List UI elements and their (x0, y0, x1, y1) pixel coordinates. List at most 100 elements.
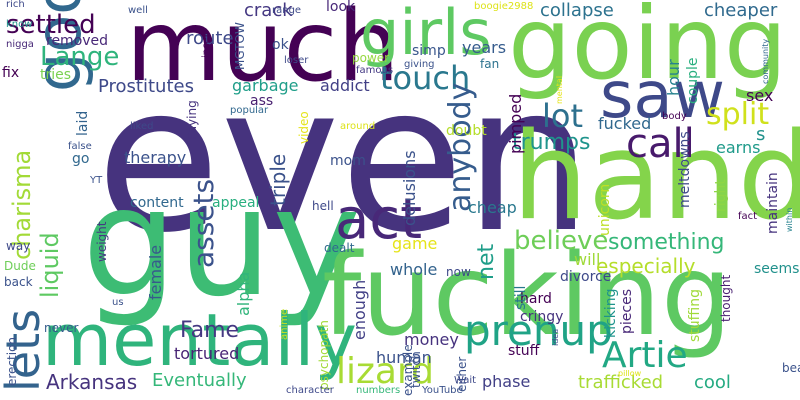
word: stuff (508, 343, 540, 359)
word: appeal (212, 195, 260, 211)
word: way (6, 239, 31, 253)
word: believe (514, 226, 609, 256)
word: girls (360, 0, 492, 69)
word: couple (685, 57, 701, 104)
word: something (608, 230, 725, 255)
word: Fame (180, 318, 240, 343)
word: twitch (409, 351, 423, 388)
word: numbers (356, 385, 401, 396)
word: giving (404, 59, 435, 70)
word: right (713, 179, 729, 212)
word: doubt (446, 123, 487, 139)
word: settled (6, 10, 96, 40)
word: act (335, 187, 423, 252)
word: human (376, 348, 432, 367)
word: guy (82, 156, 362, 330)
word: garbage (232, 76, 299, 95)
word: crack (244, 0, 293, 21)
word: power (352, 51, 390, 65)
word: pimped (506, 93, 525, 154)
word: famous (356, 65, 394, 76)
word: erection (5, 336, 19, 386)
word: false (68, 141, 92, 152)
word: pieces (619, 289, 635, 334)
word: lot (542, 97, 584, 135)
word: lizard (336, 351, 434, 392)
word: idea (551, 328, 560, 346)
word: route (186, 28, 234, 49)
word: know (6, 19, 33, 30)
word: liquid (36, 232, 64, 298)
word: cheaper (704, 0, 778, 21)
word: within (785, 207, 794, 232)
word: earns (716, 138, 761, 157)
word: prenup (464, 306, 613, 355)
word: fucking (322, 231, 733, 361)
word: look (326, 0, 356, 15)
word: YouTube (422, 385, 463, 396)
word: triple (266, 153, 290, 206)
word: cheap (468, 198, 517, 217)
word: pillow (618, 369, 642, 378)
word: going (508, 0, 788, 102)
word: fucked (598, 114, 652, 133)
word: laid (75, 110, 91, 136)
word: mom (330, 153, 366, 169)
word: call (626, 121, 695, 167)
word: video (297, 111, 311, 144)
word: mentally (42, 298, 358, 382)
word: liked (130, 121, 154, 132)
word: stuffing (687, 289, 703, 342)
word: assets (187, 178, 220, 268)
word: whole (390, 260, 438, 279)
word: Arkansas (46, 370, 138, 394)
word: will (574, 250, 601, 269)
word: fan (480, 57, 500, 71)
word: cool (694, 372, 731, 393)
word: much (126, 0, 400, 104)
word: enough (350, 279, 369, 340)
word: psychopath (317, 320, 331, 390)
word: Artie (602, 335, 688, 376)
word: maintain (765, 172, 781, 234)
word: rich (6, 0, 25, 10)
word: money (404, 330, 459, 349)
word: never (44, 321, 79, 335)
word: around (340, 121, 376, 132)
word: Dude (4, 259, 36, 273)
word: hell (312, 199, 334, 213)
word: tries (40, 67, 72, 83)
word: trafficked (578, 372, 664, 393)
word: Prostitutes (98, 76, 194, 97)
word: s (756, 124, 766, 145)
word: delusions (400, 150, 419, 226)
word: split (706, 97, 770, 132)
word: MGTOW (233, 22, 247, 70)
word: hour (664, 59, 683, 96)
word: female (146, 244, 165, 300)
word: YT (90, 175, 103, 186)
word: now (446, 265, 471, 279)
word: range (272, 5, 302, 16)
word: boogie2988 (474, 1, 534, 12)
word: alpha (234, 271, 253, 316)
word: meltdowns (677, 131, 693, 208)
word: kicking (603, 288, 619, 338)
word: touch (380, 59, 471, 97)
word: popular (230, 105, 269, 116)
word: simp (412, 43, 446, 59)
word: still (513, 285, 529, 310)
word: community (761, 38, 770, 84)
word: ok (272, 37, 289, 53)
word: addict (320, 76, 370, 95)
word: saw (600, 59, 725, 133)
word: thought (719, 274, 733, 322)
word: anybody (443, 82, 478, 212)
word: incel (201, 34, 212, 58)
word: net (474, 243, 499, 280)
word: nigga (6, 39, 34, 50)
word: beat (782, 361, 800, 375)
word: therapy (124, 148, 187, 167)
word: even (96, 41, 593, 277)
word: tortured (174, 344, 240, 363)
